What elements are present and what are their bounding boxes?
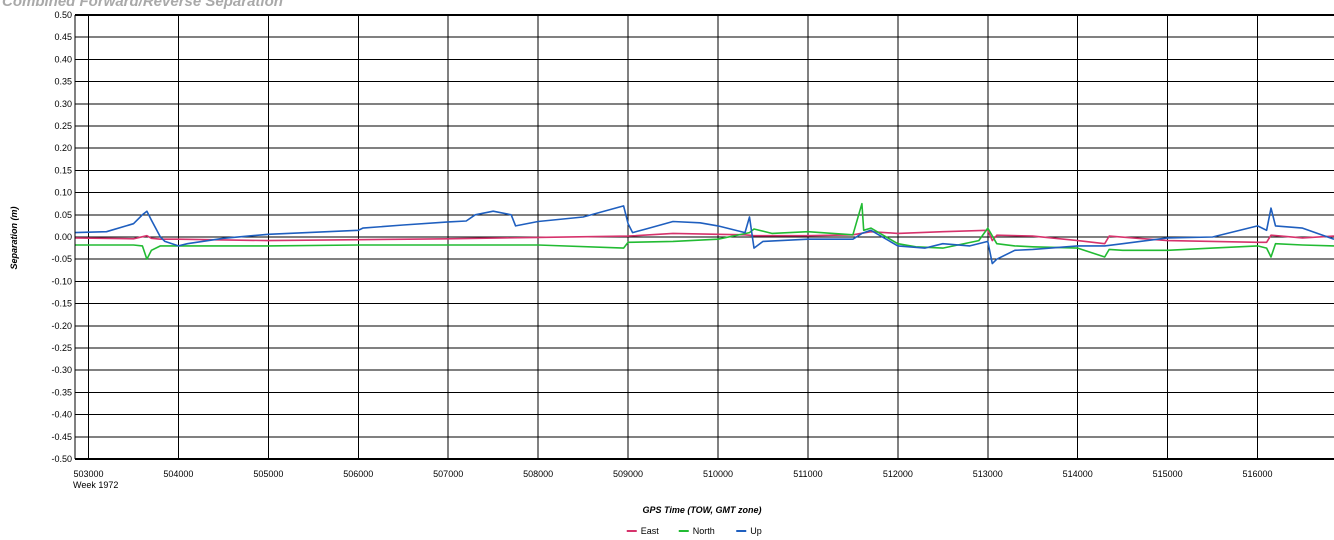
x-tick-label: 507000 [433,469,463,479]
x-tick-label: 505000 [253,469,283,479]
y-tick-label: -0.15 [51,299,72,309]
x-tick-label: 514000 [1063,469,1093,479]
y-tick-label: 0.30 [54,99,72,109]
x-tick-label: 508000 [523,469,553,479]
y-tick-label: 0.10 [54,188,72,198]
series-line-up [74,205,1334,265]
x-tick-label: 503000 [73,469,103,479]
x-tick-label: 516000 [1243,469,1273,479]
y-tick-label: -0.05 [51,254,72,264]
legend: East North Up [626,526,762,536]
chart-title: Combined Forward/Reverse Separation [2,0,283,10]
y-tick-label: 0.00 [54,232,72,242]
y-tick-label: 0.50 [54,10,72,20]
y-tick-label: 0.25 [54,121,72,131]
label-layer: 0.50 0.45 0.40 0.35 0.30 0.25 0.20 0.15 0.10 0.05… [51,10,1272,479]
x-tick-label: 512000 [883,469,913,479]
series-line-north [75,202,1334,261]
legend-label-north: North [693,526,715,536]
y-axis-title: Separation (m) [9,206,19,269]
y-tick-label: 0.35 [54,77,72,87]
y-tick-label: 0.20 [54,143,72,153]
y-tick-label: -0.35 [51,387,72,397]
y-tick-label: -0.50 [51,454,72,464]
series-layer [74,202,1334,265]
x-tick-label: 506000 [343,469,373,479]
x-tick-label: 504000 [163,469,193,479]
x-tick-label: 511000 [793,469,822,479]
y-tick-label: 0.40 [54,54,72,64]
legend-label-up: Up [750,526,762,536]
x-tick-label: 513000 [973,469,1003,479]
y-tick-label: 0.05 [54,210,72,220]
x-tick-label: 515000 [1153,469,1183,479]
legend-label-east: East [641,526,660,536]
y-tick-label: -0.40 [51,410,72,420]
x-tick-label: 509000 [613,469,643,479]
y-tick-label: 0.15 [54,165,72,175]
y-tick-label: -0.45 [51,432,72,442]
x-tick-label: 510000 [703,469,733,479]
y-tick-label: -0.20 [51,321,72,331]
y-tick-label: 0.45 [54,32,72,42]
axis-layer [74,14,1334,460]
grid-layer [75,14,1334,460]
y-tick-label: -0.30 [51,365,72,375]
x-axis-title: GPS Time (TOW, GMT zone) [642,505,761,515]
y-tick-label: -0.25 [51,343,72,353]
y-tick-label: -0.10 [51,276,72,286]
week-label: Week 1972 [73,480,118,490]
